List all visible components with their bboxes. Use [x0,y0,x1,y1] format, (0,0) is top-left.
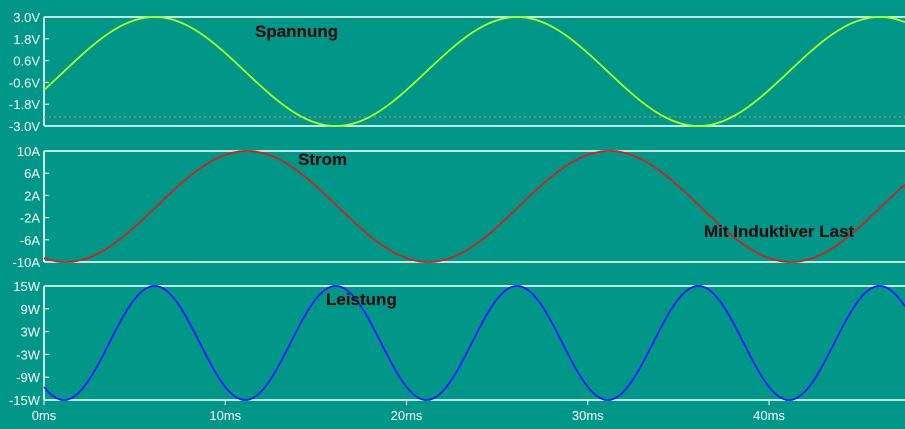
current-y-tick-label: 6A [24,166,40,181]
power-series-line [43,285,905,401]
x-tick-label: 30ms [572,408,604,423]
current-y-tick-label: -6A [20,233,41,248]
current-y-tick-label: 10A [17,144,40,159]
x-tick-label: 20ms [391,408,423,423]
power-panel: 15W 9W 3W -3W -9W -15W [9,279,905,408]
current-series-line [43,150,905,263]
power-y-tick-label: -3W [16,347,41,362]
power-y-tick-label: -15W [9,393,41,408]
voltage-y-tick-label: -3.0V [9,119,40,134]
x-tick-label: 40ms [753,408,785,423]
inductive-load-annotation: Mit Induktiver Last [704,222,855,241]
voltage-y-tick-label: 1.8V [13,32,40,47]
voltage-y-tick-label: -0.6V [9,75,40,90]
power-y-tick-label: -9W [16,370,41,385]
current-y-tick-label: -10A [13,255,41,270]
voltage-y-tick-label: 3.0V [13,10,40,25]
x-tick-label: 0ms [32,408,57,423]
current-panel-title: Strom [298,150,347,169]
power-y-tick-label: 15W [13,279,40,294]
power-panel-title: Leistung [326,290,397,309]
power-y-tick-label: 3W [21,325,41,340]
power-y-tick-label: 9W [21,302,41,317]
voltage-series-line [43,16,905,127]
voltage-panel-title: Spannung [255,22,338,41]
current-y-tick-label: -2A [20,211,41,226]
current-y-tick-label: 2A [24,188,40,203]
voltage-y-tick-label: -1.8V [9,97,40,112]
voltage-panel: 3.0V 1.8V 0.6V -0.6V -1.8V -3.0V [9,10,905,134]
voltage-y-tick-label: 0.6V [13,54,40,69]
current-panel: 10A 6A 2A -2A -6A -10A [13,144,905,270]
x-axis: 0ms 10ms 20ms 30ms 40ms [32,400,785,423]
x-tick-label: 10ms [209,408,241,423]
